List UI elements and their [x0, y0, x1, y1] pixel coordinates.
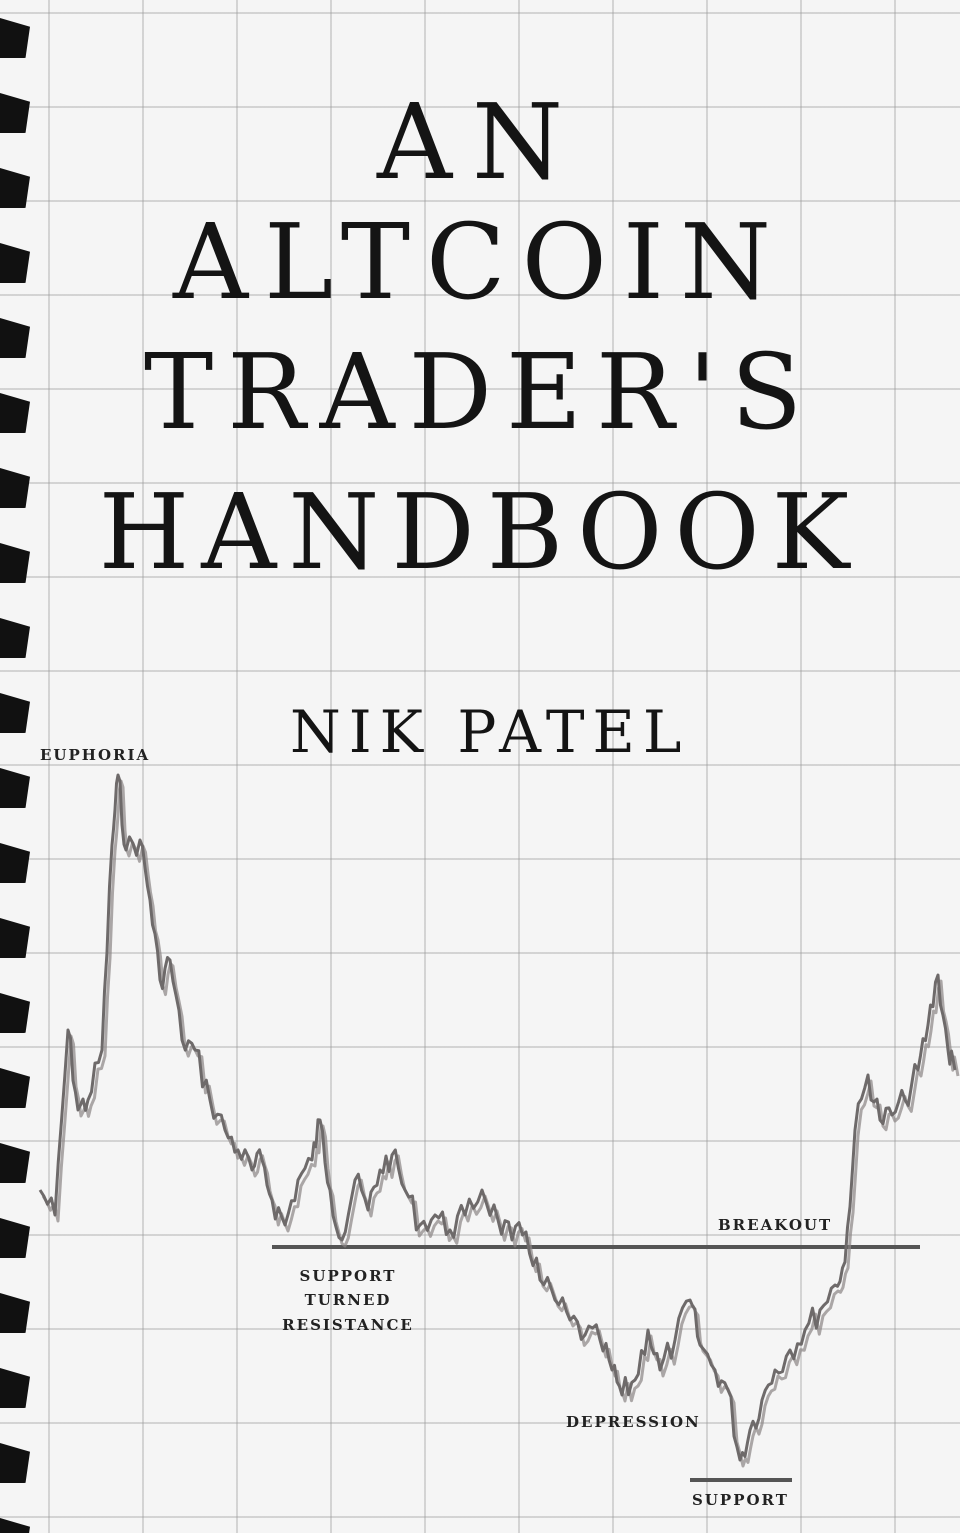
- author-name: NIK PATEL: [290, 698, 690, 766]
- price-line: [38, 773, 957, 1462]
- title-line-2: ALTCOIN: [173, 201, 787, 323]
- label-support-turned-resistance-2: TURNED: [305, 1291, 392, 1309]
- title-line-4: HANDBOOK: [98, 471, 862, 593]
- title-line-1: AN: [376, 81, 584, 203]
- price-line-shadow: [41, 779, 960, 1468]
- label-depression: DEPRESSION: [566, 1413, 701, 1431]
- title-line-3: TRADER'S: [143, 331, 817, 453]
- label-support-turned-resistance-3: RESISTANCE: [282, 1316, 414, 1334]
- label-support: SUPPORT: [692, 1491, 789, 1509]
- spiral-binding: [0, 0, 48, 1533]
- label-support-turned-resistance-1: SUPPORT: [300, 1267, 397, 1285]
- label-breakout: BREAKOUT: [718, 1216, 832, 1234]
- label-euphoria: EUPHORIA: [40, 746, 150, 764]
